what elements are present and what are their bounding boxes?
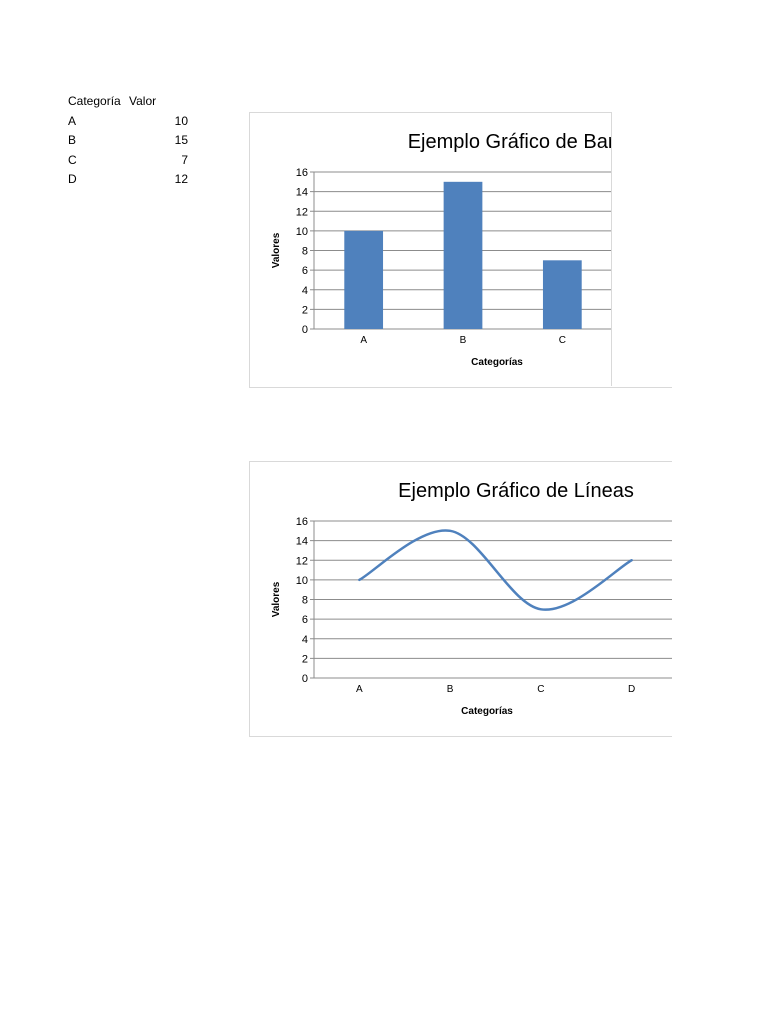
y-tick-label: 0 [302,324,308,336]
y-tick-label: 10 [296,226,308,238]
cell-value: 7 [181,152,188,167]
y-tick-label: 12 [296,555,308,567]
x-axis-label: Categorías [471,357,523,368]
y-tick-label: 16 [296,516,308,528]
y-tick-label: 6 [302,614,308,626]
line-chart-area[interactable]: Ejemplo Gráfico de Líneas 0 2 4 6 8 10 12 14 16 A B… [249,461,672,737]
x-tick-label: C [559,335,566,346]
series-line [358,529,633,611]
y-tick-label: 4 [302,634,308,646]
y-tick-label: 10 [296,575,308,587]
cell-value: 10 [174,113,188,128]
x-tick-label: B [460,335,467,346]
x-tick-label: A [356,684,363,695]
y-tick-label: 4 [302,285,308,297]
line-chart: Ejemplo Gráfico de Líneas 0 2 4 6 8 10 12 14 16 A B… [271,480,672,717]
y-axis-label: Valores [271,232,282,268]
table-row: D 12 [68,172,188,192]
x-tick-label: C [537,684,544,695]
bar-chart: Ejemplo Gráfico de Barras 0 2 4 6 8 10 12 14 16 A B… [271,131,643,368]
header-category: Categoría [68,94,121,108]
cell-value: 15 [174,133,188,147]
y-tick-label: 8 [302,246,308,258]
cell-value: 12 [174,172,188,186]
header-value: Valor [129,94,157,108]
y-tick-label: 14 [296,536,308,548]
table-header-row: Categoría Valor [68,94,188,114]
y-tick-label: 2 [302,653,308,665]
data-table: Categoría Valor A 10 B 15 C 7 D 12 [68,94,188,192]
y-tick-label: 16 [296,167,308,179]
bar-chart-container: Ejemplo Gráfico de Barras 0 2 4 6 8 10 12 14 16 A B… [249,112,672,388]
table-row: A 10 [68,114,188,134]
cell-category: B [68,133,77,147]
x-tick-label: A [360,335,367,346]
table-row: B 15 [68,133,188,153]
y-axis-label: Valores [271,581,282,617]
table-row: C 7 [68,153,188,173]
x-tick-label: B [447,684,454,695]
y-tick-label: 8 [302,595,308,607]
cell-category: C [68,152,77,167]
line-chart-container: Ejemplo Gráfico de Líneas 0 2 4 6 8 10 12 14 16 A B… [249,461,672,737]
chart-title: Ejemplo Gráfico de Barras [408,131,643,153]
y-tick-label: 14 [296,187,308,199]
y-tick-label: 12 [296,206,308,218]
x-axis-label: Categorías [461,706,513,717]
cell-category: A [68,113,77,128]
bar [443,181,483,329]
bar-chart-area[interactable]: Ejemplo Gráfico de Barras 0 2 4 6 8 10 12 14 16 A B… [249,112,672,388]
y-tick-label: 2 [302,304,308,316]
overlapping-chart-edge [611,112,672,386]
y-tick-label: 0 [302,673,308,685]
bar [542,260,582,329]
chart-title: Ejemplo Gráfico de Líneas [398,480,634,502]
x-tick-label: D [628,684,635,695]
y-tick-label: 6 [302,265,308,277]
bar [344,230,384,329]
cell-category: D [68,172,77,186]
